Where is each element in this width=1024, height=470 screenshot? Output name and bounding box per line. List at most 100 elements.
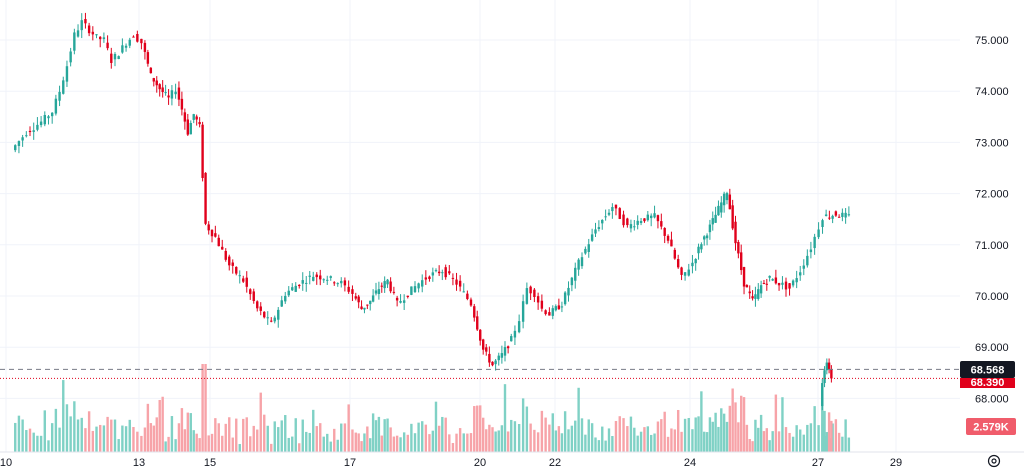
candle [273,315,276,324]
candle [745,284,749,288]
candle [140,38,143,50]
volume-bar [158,399,161,452]
candle [781,276,784,290]
candle [402,294,406,311]
y-tick-label: 71.000 [975,240,1009,252]
volume-bar [406,434,409,452]
candle [536,292,540,310]
volume-bar [371,413,375,452]
x-tick-label: 24 [684,457,696,469]
candle [14,144,17,153]
candle-body [228,256,231,266]
candle-body [636,220,639,225]
candle-body [319,275,322,280]
volume-bar [263,414,266,452]
candle-body [485,347,488,352]
candle [574,262,577,289]
candle [245,271,248,293]
candle-body [451,277,455,279]
candle-body [751,296,754,299]
volume-bar [503,384,507,452]
candle [485,344,488,356]
candle [683,272,687,281]
time-axis[interactable]: 10 13 15 17 20 22 24 27 29 [0,451,1024,469]
candle-body [192,114,195,120]
volume-bar [152,425,155,452]
settings-icon[interactable] [987,454,1001,468]
volume-bar [287,437,290,452]
candle-body [784,281,788,290]
price-axis[interactable]: 75.000 74.000 73.000 72.000 71.000 70.000 69.0… [975,35,1009,405]
candle [705,233,709,246]
candle-body [308,275,311,277]
candle-body [389,281,392,292]
volume-bar [604,440,607,452]
candle [124,43,128,52]
volume-bar [813,406,816,452]
candle [174,83,177,99]
candle-body [469,299,473,306]
candle [434,268,438,273]
x-tick-label: 22 [549,457,561,469]
candle [687,263,690,277]
volume-bar [491,427,494,452]
candle [252,288,255,304]
candle-body [462,291,465,293]
volume-bar [301,419,304,452]
volume-bar [722,413,726,452]
candle-body [831,215,834,219]
candle-body [823,370,826,384]
candle-body [363,307,366,310]
candle-body [828,217,831,219]
candle-body [395,297,399,301]
volume-bar [817,425,820,452]
candle-body [458,280,462,287]
candle-body [837,216,841,218]
candle [249,288,252,300]
candle [711,211,714,231]
candle [791,279,795,288]
volume-bar [476,405,479,452]
candle [431,267,435,282]
volume-bar [488,424,491,452]
volume-bar [305,431,308,452]
y-tick-label: 73.000 [975,137,1009,149]
x-tick-label: 17 [344,457,356,469]
candle [39,116,43,128]
volume-bar [751,441,754,452]
candle [458,275,462,292]
candle [336,282,339,287]
volume-bar [333,428,336,452]
candle-body [705,235,709,239]
candle-body [366,304,369,306]
candle-body [548,312,551,316]
candle [567,281,570,302]
candle-body [765,283,768,285]
candle [158,83,161,97]
volume-bar [455,433,458,452]
candle-body [87,25,91,34]
volume-bar [441,416,444,452]
candle-body [437,271,441,274]
volume-bar [198,438,201,452]
volume-bar [383,419,386,452]
candle [448,265,451,276]
candle-body [177,87,181,100]
candle [266,311,269,325]
volume-bar [155,417,158,452]
candle [80,13,83,39]
candle-body [343,280,347,286]
candle-body [183,112,187,122]
candle-body [544,310,547,315]
candle [590,228,594,242]
volume-bar [622,418,625,452]
candle-body [124,45,128,48]
volume-bar [683,418,687,452]
candle-body [825,362,829,371]
candle-body [143,42,147,52]
volume-bar [834,419,838,452]
candle [825,358,829,375]
candle-body [431,272,435,276]
candle [363,307,366,314]
